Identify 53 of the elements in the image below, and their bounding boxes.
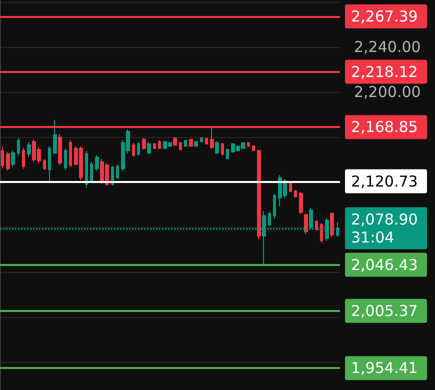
candlestick [22, 147, 25, 170]
candlestick [147, 142, 151, 154]
ref-line-label: 2,218.12 [351, 62, 418, 81]
candlestick [95, 154, 99, 172]
candlestick [6, 151, 10, 172]
candlestick [85, 150, 88, 188]
candlestick [69, 140, 72, 168]
candlestick [90, 161, 93, 184]
candlestick [226, 148, 229, 160]
candlestick [132, 142, 135, 158]
candlestick [43, 158, 46, 171]
ref-line-label: 2,120.73 [351, 172, 418, 190]
candlestick [58, 134, 62, 166]
candlestick [194, 140, 198, 147]
y-tick-label: 2,200.00 [354, 83, 421, 102]
candlestick [189, 138, 193, 147]
candlestick [200, 136, 203, 143]
candlestick [1, 146, 4, 169]
candlestick [320, 222, 323, 244]
candlestick [53, 120, 57, 155]
candlestick [173, 136, 177, 146]
ref-line-label: 2,078.90 31:04 [351, 210, 418, 246]
candlestick [27, 142, 31, 158]
ref-line-label: 2,046.43 [351, 256, 418, 274]
candlestick [215, 140, 219, 155]
candlestick [252, 144, 255, 152]
ref-line-label: 2,168.85 [351, 118, 418, 136]
candlestick [184, 140, 187, 147]
candlestick [268, 211, 271, 227]
candlestick [247, 142, 250, 148]
candlestick [205, 138, 208, 145]
ref-line-label: 1,954.41 [351, 359, 418, 378]
candlestick [48, 146, 51, 182]
candlestick [11, 150, 15, 168]
candlestick [64, 148, 67, 170]
ref-line-label: 2,267.39 [351, 7, 418, 26]
candlestick [116, 164, 119, 180]
candlestick [257, 150, 261, 240]
candlestick [142, 138, 146, 150]
candlestick [299, 192, 303, 214]
ref-line-label: 2,005.37 [351, 302, 418, 320]
candlestick [304, 213, 308, 234]
candlestick [153, 142, 156, 150]
candlestick [330, 212, 334, 238]
candlestick [137, 142, 140, 156]
candlestick [158, 140, 161, 150]
candlestick [315, 220, 318, 232]
candlestick [179, 142, 182, 151]
candlestick [17, 138, 20, 156]
candlestick [294, 190, 297, 198]
y-tick-label: 2,240.00 [354, 38, 421, 56]
candlestick [221, 142, 224, 156]
candlestick [273, 194, 276, 220]
